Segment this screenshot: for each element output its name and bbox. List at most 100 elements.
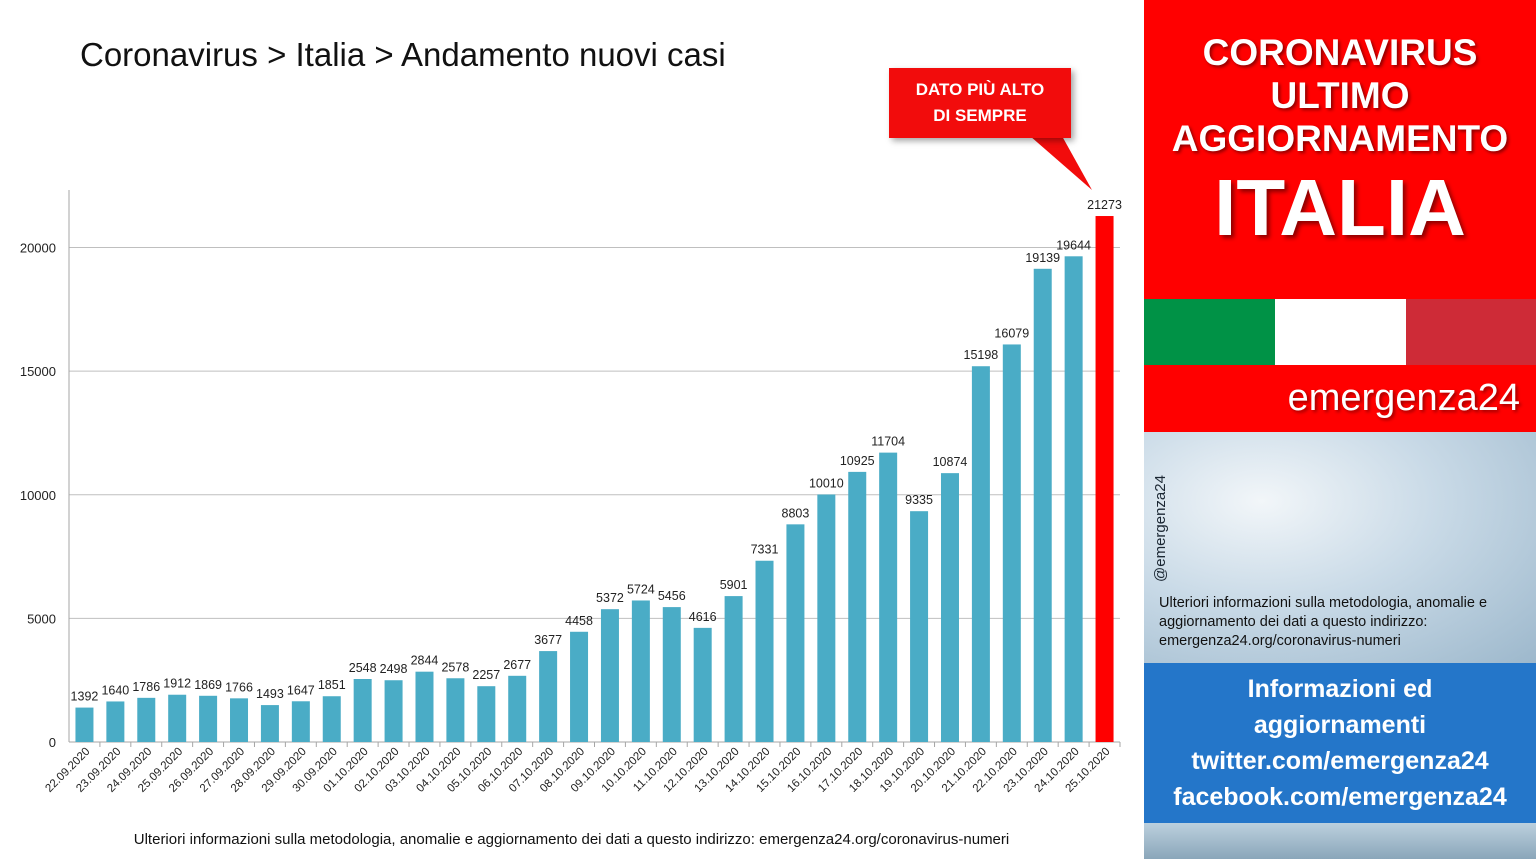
y-tick-label: 10000 xyxy=(20,488,56,503)
data-label: 1869 xyxy=(194,678,222,692)
bar xyxy=(230,698,249,742)
data-label: 21273 xyxy=(1087,198,1122,212)
bar xyxy=(75,707,94,742)
links-box: Informazioni ed aggiornamenti twitter.co… xyxy=(1144,663,1536,823)
data-label: 1640 xyxy=(101,683,129,697)
data-label: 10874 xyxy=(933,455,968,469)
twitter-link[interactable]: twitter.com/emergenza24 xyxy=(1191,747,1489,775)
data-label: 5901 xyxy=(720,578,748,592)
bar xyxy=(848,471,867,742)
y-tick-label: 20000 xyxy=(20,241,56,256)
bar xyxy=(570,631,589,742)
data-label: 2844 xyxy=(411,654,439,668)
headline-line-3: AGGIORNAMENTO xyxy=(1171,118,1509,159)
bar xyxy=(353,679,372,742)
bar xyxy=(910,511,929,742)
data-label: 7331 xyxy=(751,543,779,557)
data-label: 1647 xyxy=(287,683,315,697)
sidebar-info-note: Ulteriori informazioni sulla metodologia… xyxy=(1159,595,1488,649)
bar xyxy=(1095,216,1114,742)
data-label: 1912 xyxy=(163,677,191,691)
callout-pointer xyxy=(1030,136,1092,190)
y-tick-label: 15000 xyxy=(20,364,56,379)
data-label: 3677 xyxy=(534,633,562,647)
bar xyxy=(137,697,156,742)
bar xyxy=(693,627,712,742)
data-label: 9335 xyxy=(905,493,933,507)
data-label: 10010 xyxy=(809,477,844,491)
data-label: 2677 xyxy=(503,658,531,672)
headline-line-2: ULTIMO xyxy=(1270,75,1410,116)
data-label: 1851 xyxy=(318,678,346,692)
bar xyxy=(971,366,990,742)
callout-line-2: DI SEMPRE xyxy=(933,106,1027,125)
bar xyxy=(1033,268,1052,742)
data-label: 15198 xyxy=(964,348,999,362)
italian-flag xyxy=(1144,299,1536,365)
bar xyxy=(940,473,959,742)
bar xyxy=(477,686,496,742)
bar xyxy=(879,452,898,742)
bar xyxy=(168,694,187,742)
data-label: 2548 xyxy=(349,661,377,675)
data-label: 11704 xyxy=(871,435,905,449)
chart-panel: Coronavirus > Italia > Andamento nuovi c… xyxy=(19,36,1122,848)
sidebar: CORONAVIRUS ULTIMO AGGIORNAMENTO ITALIA … xyxy=(1144,0,1536,859)
bar xyxy=(322,696,341,742)
y-tick-label: 5000 xyxy=(27,611,56,626)
flag-band-white xyxy=(1275,299,1406,365)
brand-name: emergenza24 xyxy=(1287,377,1520,419)
bar xyxy=(755,560,774,742)
headline-line-1: CORONAVIRUS xyxy=(1202,32,1478,73)
flag-band-green xyxy=(1144,299,1275,365)
data-label: 2578 xyxy=(441,660,469,674)
bar xyxy=(106,701,125,742)
bar xyxy=(291,701,310,742)
bar-chart: 05000100001500020000139222.09.2020164023… xyxy=(20,190,1122,795)
data-label: 5456 xyxy=(658,589,686,603)
callout-line-1: DATO PIÙ ALTO xyxy=(915,80,1045,99)
data-label: 1493 xyxy=(256,687,284,701)
data-label: 5372 xyxy=(596,591,624,605)
data-label: 1786 xyxy=(132,680,160,694)
bar xyxy=(631,600,650,742)
brand-bar: emergenza24 xyxy=(1144,365,1536,432)
data-label: 1766 xyxy=(225,680,253,694)
facebook-link[interactable]: facebook.com/emergenza24 xyxy=(1173,783,1507,811)
bar xyxy=(384,680,403,742)
bar xyxy=(662,607,681,742)
data-label: 2498 xyxy=(380,662,408,676)
data-label: 19139 xyxy=(1025,251,1060,265)
links-line-1: Informazioni ed xyxy=(1247,675,1433,703)
social-handle: @emergenza24 xyxy=(1152,475,1169,582)
bar xyxy=(260,705,279,742)
bar xyxy=(508,675,527,742)
bar xyxy=(600,609,619,742)
data-label: 8803 xyxy=(782,506,810,520)
data-label: 5724 xyxy=(627,582,655,596)
page-title: Coronavirus > Italia > Andamento nuovi c… xyxy=(80,36,726,73)
data-label: 4458 xyxy=(565,614,593,628)
background-photo xyxy=(1144,432,1536,663)
country-name: ITALIA xyxy=(1214,163,1466,252)
data-label: 1392 xyxy=(71,690,99,704)
bar xyxy=(1002,344,1021,742)
bar xyxy=(817,494,836,742)
bar xyxy=(539,651,558,742)
footer-note: Ulteriori informazioni sulla metodologia… xyxy=(133,831,1010,848)
bar xyxy=(1064,256,1083,742)
bar xyxy=(724,596,743,742)
data-label: 10925 xyxy=(840,454,875,468)
bar xyxy=(446,678,465,742)
headline-box: CORONAVIRUS ULTIMO AGGIORNAMENTO ITALIA xyxy=(1144,0,1536,299)
flag-band-red xyxy=(1406,299,1536,365)
bar xyxy=(199,695,218,742)
bottom-photo-strip xyxy=(1144,823,1536,859)
bar xyxy=(415,671,434,742)
y-tick-label: 0 xyxy=(49,735,56,750)
record-callout: DATO PIÙ ALTO DI SEMPRE xyxy=(889,68,1071,138)
data-label: 4616 xyxy=(689,610,717,624)
data-label: 19644 xyxy=(1056,238,1091,252)
bar xyxy=(786,524,805,742)
data-label: 2257 xyxy=(472,668,500,682)
